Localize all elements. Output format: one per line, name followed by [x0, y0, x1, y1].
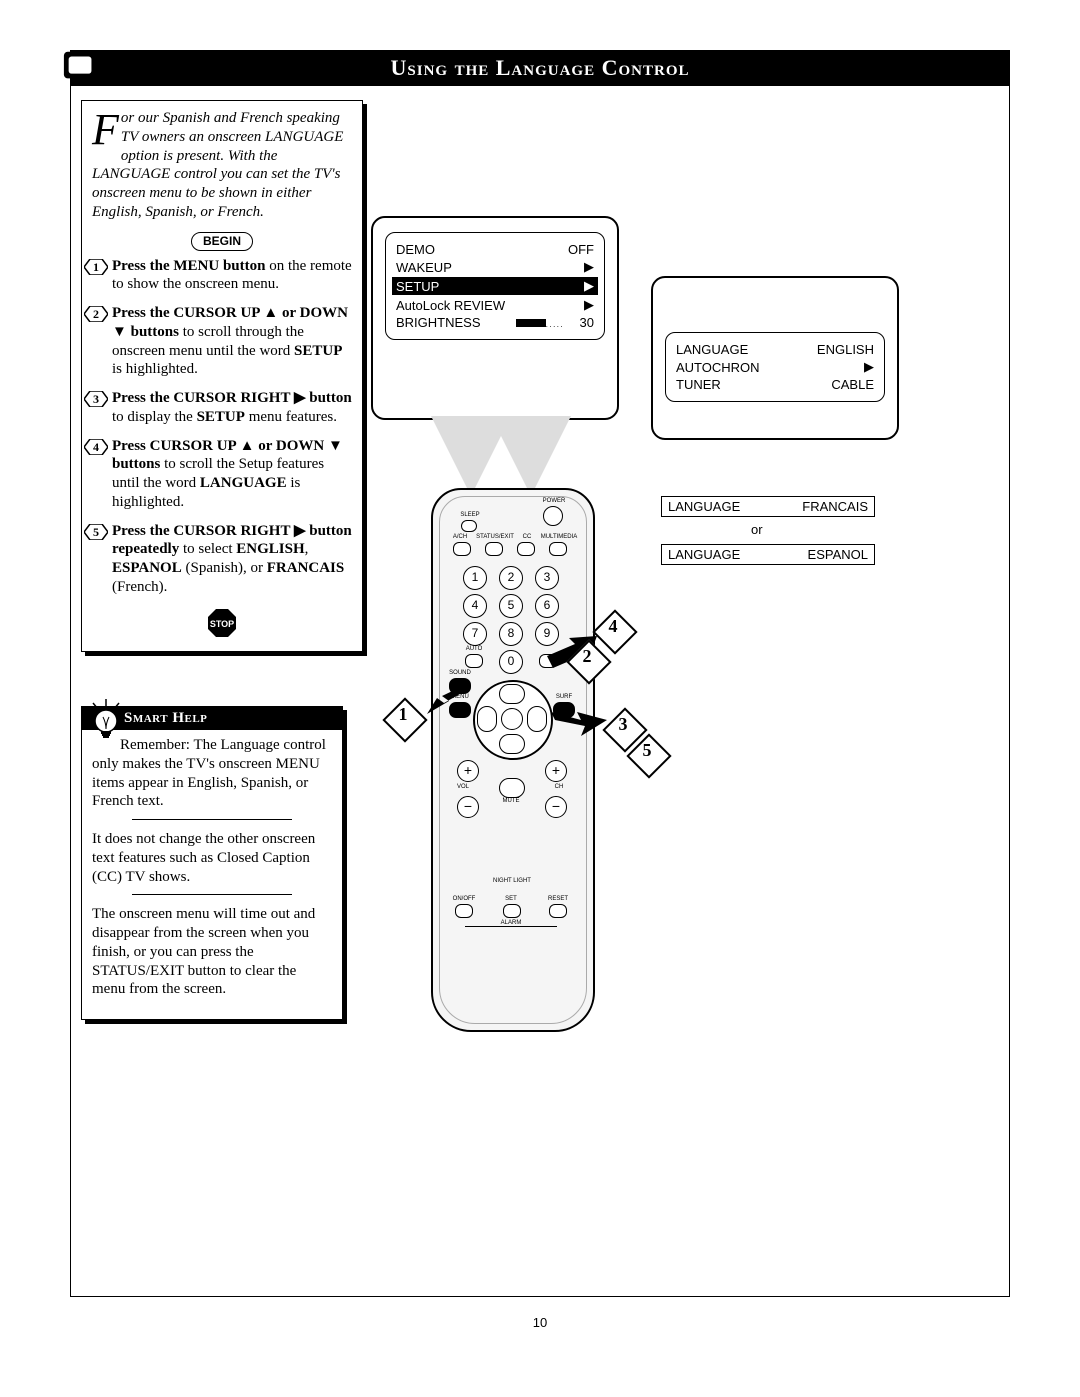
step-5: 5 Press the CURSOR RIGHT ▶ button repeat… — [92, 522, 352, 597]
osd-row: TUNERCABLE — [674, 376, 876, 393]
osd-row: AutoLock REVIEW▶ — [394, 296, 596, 314]
cursor-left-button[interactable] — [477, 706, 497, 732]
cursor-up-button[interactable] — [499, 684, 525, 704]
num-1-button[interactable]: 1 — [463, 566, 487, 590]
num-5-button[interactable]: 5 — [499, 594, 523, 618]
instruction-box: For our Spanish and French speaking TV o… — [81, 100, 363, 652]
step-3-marker: 3 — [84, 391, 108, 407]
vol-up-button[interactable]: + — [457, 760, 479, 782]
svg-text:2: 2 — [93, 307, 99, 321]
ch-down-button[interactable]: − — [545, 796, 567, 818]
osd-main-menu: DEMOOFF WAKEUP▶ SETUP▶ AutoLock REVIEW▶ … — [371, 216, 619, 420]
svg-text:STOP: STOP — [210, 619, 234, 629]
tv-icon — [62, 48, 100, 86]
cursor-right-button[interactable] — [527, 706, 547, 732]
remote-control: POWER SLEEP A/CH STATUS/EXIT CC MULTIMED… — [431, 488, 591, 1028]
smart-help-p1: Remember: The Language control only make… — [92, 736, 332, 811]
vol-down-button[interactable]: − — [457, 796, 479, 818]
osd-row: LANGUAGEENGLISH — [674, 341, 876, 358]
num-2-button[interactable]: 2 — [499, 566, 523, 590]
osd-row: AUTOCHRON▶ — [674, 358, 876, 376]
intro-text: For our Spanish and French speaking TV o… — [92, 109, 352, 222]
begin-badge: BEGIN — [191, 232, 253, 251]
num-6-button[interactable]: 6 — [535, 594, 559, 618]
num-8-button[interactable]: 8 — [499, 622, 523, 646]
svg-text:3: 3 — [93, 392, 99, 406]
language-option-fr: LANGUAGE FRANCAIS — [661, 496, 875, 517]
divider — [132, 894, 292, 895]
cursor-ok-button[interactable] — [501, 708, 523, 730]
cc-button[interactable] — [517, 542, 535, 556]
page-title: Using the Language Control — [391, 55, 690, 81]
step-1-marker: 1 — [84, 259, 108, 275]
status-exit-button[interactable] — [485, 542, 503, 556]
mute-button[interactable] — [499, 778, 525, 798]
smart-help-p2: It does not change the other onscreen te… — [92, 830, 332, 886]
onoff-button[interactable] — [455, 904, 473, 918]
step-1: 1 Press the MENU button on the remote to… — [92, 257, 352, 295]
reset-button[interactable] — [549, 904, 567, 918]
osd-row: WAKEUP▶ — [394, 258, 596, 276]
num-3-button[interactable]: 3 — [535, 566, 559, 590]
multimedia-button[interactable] — [549, 542, 567, 556]
num-7-button[interactable]: 7 — [463, 622, 487, 646]
step-4-marker: 4 — [84, 439, 108, 455]
sleep-button[interactable] — [461, 520, 477, 532]
or-label: or — [751, 522, 763, 537]
step-3: 3 Press the CURSOR RIGHT ▶ button to dis… — [92, 389, 352, 427]
stop-icon: STOP — [206, 607, 238, 639]
osd-row-selected: SETUP▶ — [392, 277, 598, 295]
osd-setup-menu: LANGUAGEENGLISH AUTOCHRON▶ TUNERCABLE — [651, 276, 899, 440]
lightbulb-icon — [88, 699, 124, 749]
auto-button[interactable] — [465, 654, 483, 668]
power-button[interactable] — [543, 506, 563, 526]
ch-up-button[interactable]: + — [545, 760, 567, 782]
svg-text:4: 4 — [93, 440, 99, 454]
step-4: 4 Press CURSOR UP ▲ or DOWN ▼ buttons to… — [92, 437, 352, 512]
smart-help-p3: The onscreen menu will time out and disa… — [92, 905, 332, 999]
language-option-es: LANGUAGE ESPANOL — [661, 544, 875, 565]
osd-row: DEMOOFF — [394, 241, 596, 258]
osd-row: BRIGHTNESS ····· 30 — [394, 314, 596, 331]
step-2: 2 Press the CURSOR UP ▲ or DOWN ▼ button… — [92, 304, 352, 379]
smart-help-box: Smart Help Remember: The Language contro… — [81, 706, 343, 1020]
page-number: 10 — [70, 1315, 1010, 1330]
content-frame: For our Spanish and French speaking TV o… — [70, 86, 1010, 1297]
svg-text:1: 1 — [93, 260, 99, 274]
cursor-down-button[interactable] — [499, 734, 525, 754]
num-4-button[interactable]: 4 — [463, 594, 487, 618]
signal-beams-icon — [411, 416, 611, 496]
ach-button[interactable] — [453, 542, 471, 556]
brightness-bar: ····· — [516, 319, 576, 327]
num-0-button[interactable]: 0 — [499, 650, 523, 674]
set-button[interactable] — [503, 904, 521, 918]
page-title-bar: Using the Language Control — [70, 50, 1010, 86]
divider — [132, 819, 292, 820]
step-2-marker: 2 — [84, 306, 108, 322]
dropcap: F — [92, 113, 119, 147]
svg-text:5: 5 — [93, 525, 99, 539]
step-5-marker: 5 — [84, 524, 108, 540]
